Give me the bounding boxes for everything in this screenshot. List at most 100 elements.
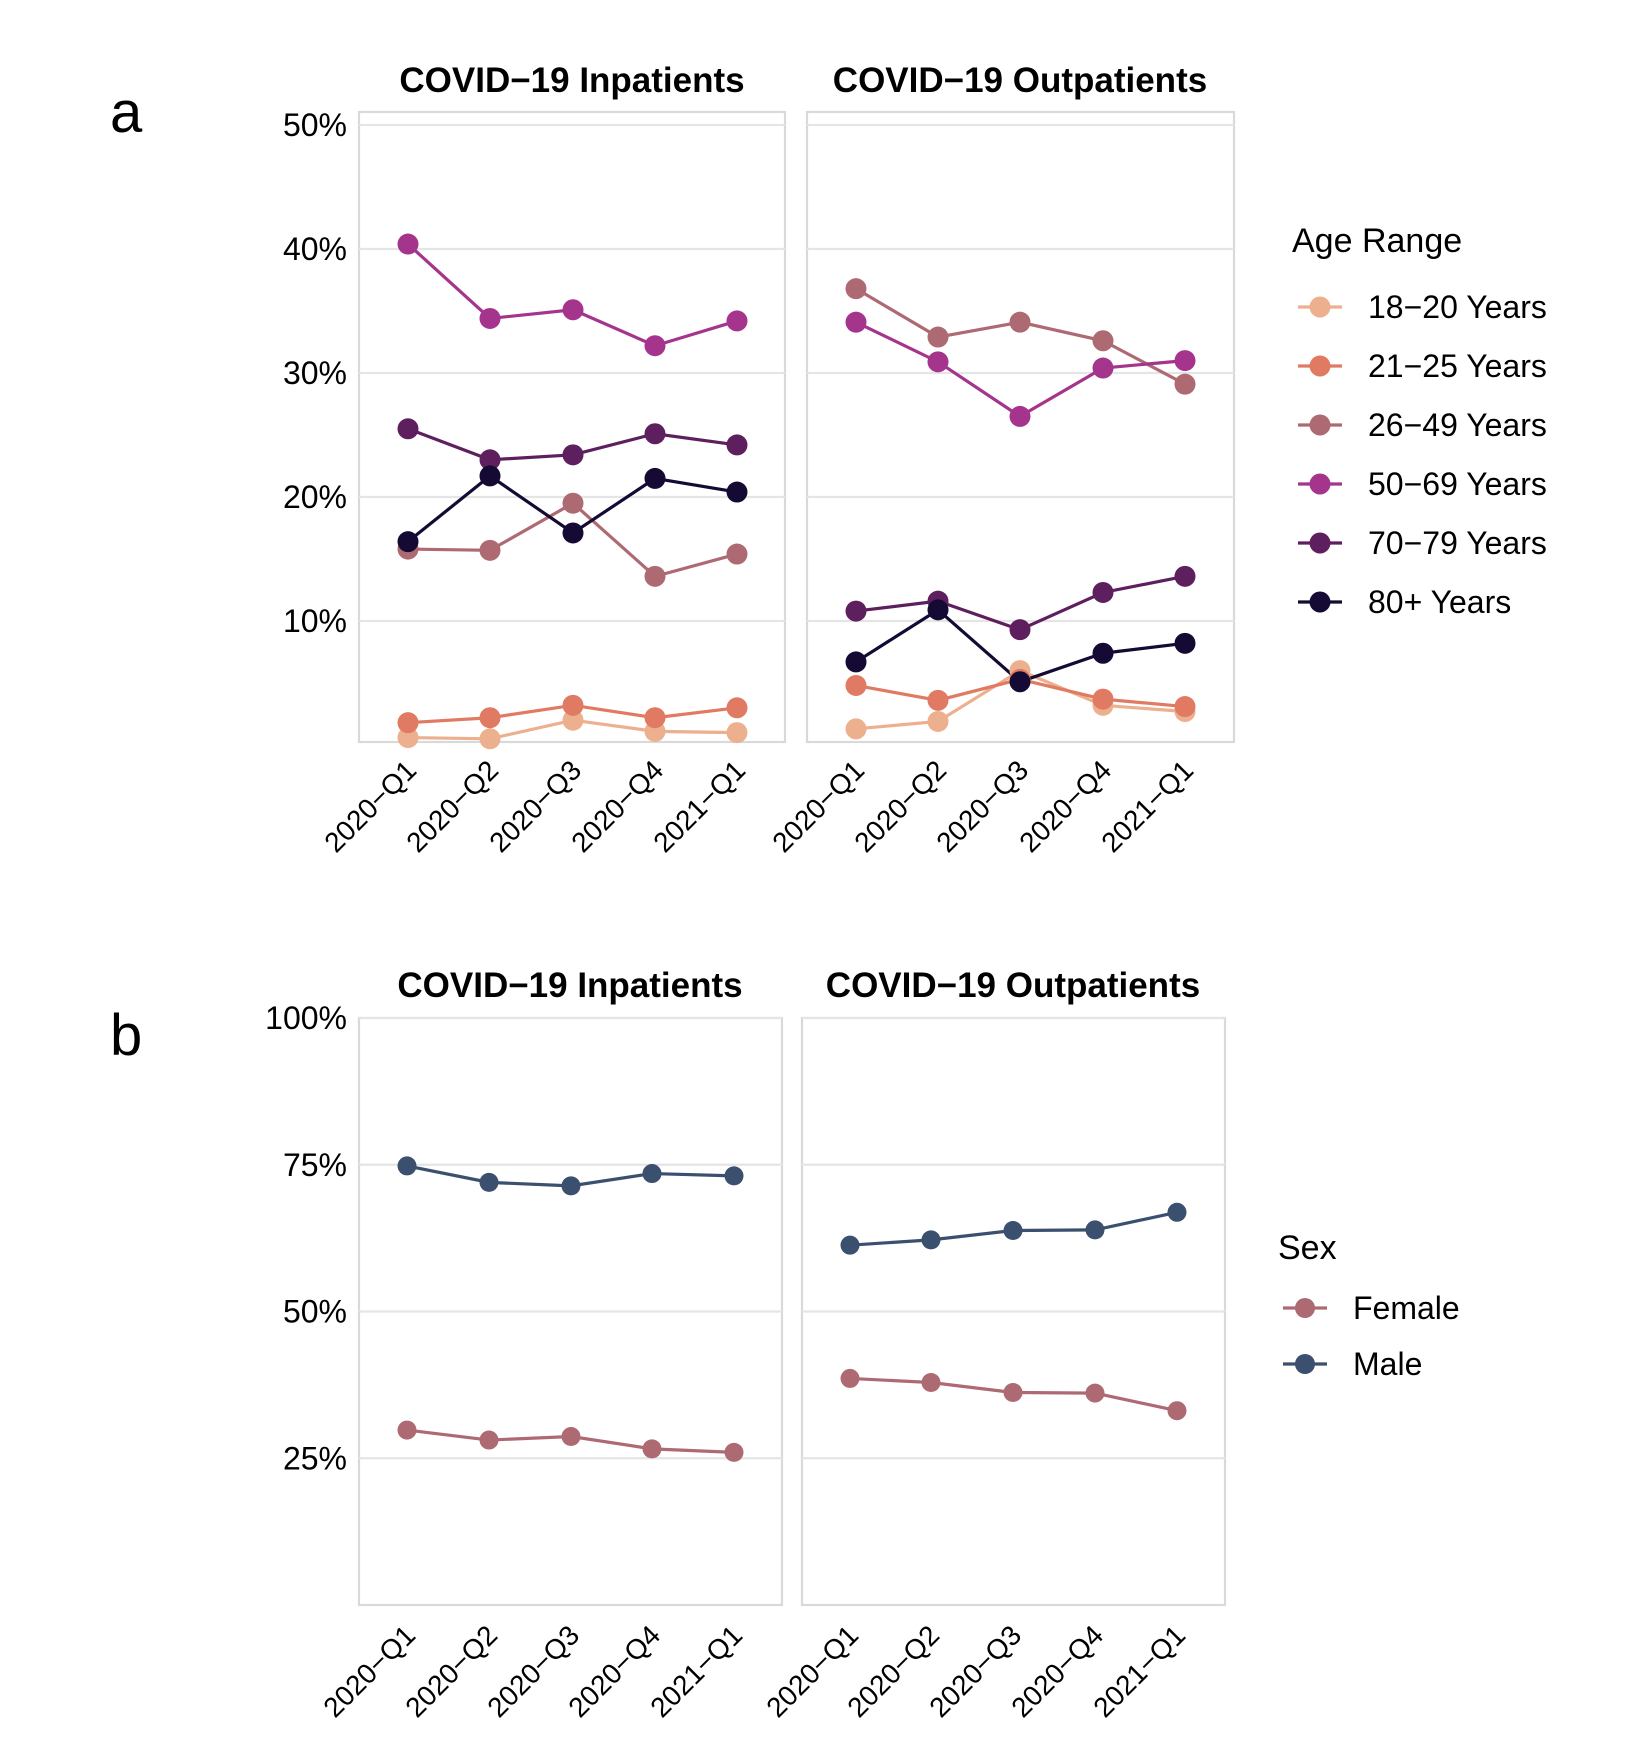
panel-tag: a — [110, 80, 143, 145]
data-point — [726, 434, 748, 456]
data-point — [479, 1430, 499, 1450]
data-point — [1009, 671, 1031, 693]
data-point — [562, 444, 584, 466]
data-point — [644, 707, 666, 729]
data-point — [927, 326, 949, 348]
legend-label: 50−69 Years — [1368, 466, 1547, 502]
data-point — [1092, 330, 1114, 352]
data-point — [726, 697, 748, 719]
data-point — [397, 1420, 417, 1440]
data-point — [1085, 1220, 1105, 1240]
data-point — [1009, 405, 1031, 427]
data-point — [1003, 1383, 1023, 1403]
legend-title: Age Range — [1292, 222, 1462, 260]
facet-title: COVID−19 Inpatients — [397, 966, 742, 1005]
data-point — [1085, 1383, 1105, 1403]
data-point — [726, 481, 748, 503]
facet-panel: COVID−19 Outpatients2020−Q12020−Q22020−Q… — [766, 61, 1236, 858]
facet-title: COVID−19 Outpatients — [826, 966, 1200, 1005]
data-point — [845, 600, 867, 622]
data-point — [644, 335, 666, 357]
legend-key-dot — [1295, 1354, 1315, 1374]
legend-label: 26−49 Years — [1368, 407, 1547, 443]
facet-panel: COVID−19 Inpatients2020−Q12020−Q22020−Q3… — [318, 61, 787, 858]
data-point — [1092, 642, 1114, 664]
data-point — [1167, 1401, 1187, 1421]
legend-key-dot — [1295, 1298, 1315, 1318]
data-point — [397, 233, 419, 255]
data-point — [644, 565, 666, 587]
legend-key-dot — [1309, 355, 1331, 377]
data-point — [562, 709, 584, 731]
legend-key-dot — [1309, 414, 1331, 436]
data-point — [726, 310, 748, 332]
legend-label: 80+ Years — [1368, 584, 1511, 620]
data-point — [479, 465, 501, 487]
data-point — [927, 689, 949, 711]
legend-label: Male — [1353, 1346, 1422, 1382]
data-point — [1009, 311, 1031, 333]
legend: Sex Female Male — [1278, 1229, 1460, 1382]
data-point — [562, 522, 584, 544]
data-point — [927, 710, 949, 732]
data-point — [479, 1172, 499, 1192]
data-point — [845, 674, 867, 696]
data-point — [479, 707, 501, 729]
legend-key-dot — [1309, 532, 1331, 554]
y-tick-label: 40% — [283, 231, 347, 267]
data-point — [840, 1368, 860, 1388]
y-tick-label: 30% — [283, 355, 347, 391]
y-tick-label: 20% — [283, 479, 347, 515]
facet-title: COVID−19 Inpatients — [399, 61, 744, 100]
data-point — [644, 423, 666, 445]
data-point — [845, 311, 867, 333]
data-point — [397, 727, 419, 749]
facet-title: COVID−19 Outpatients — [833, 61, 1207, 100]
data-point — [1167, 1202, 1187, 1222]
data-point — [561, 1427, 581, 1447]
panel-tag: b — [110, 1003, 142, 1068]
data-point — [1174, 373, 1196, 395]
y-tick-label: 10% — [283, 603, 347, 639]
y-tick-label: 25% — [283, 1440, 347, 1476]
data-point — [726, 543, 748, 565]
data-point — [562, 299, 584, 321]
data-point — [1174, 696, 1196, 718]
data-point — [840, 1235, 860, 1255]
data-point — [927, 599, 949, 621]
legend-label: Female — [1353, 1290, 1460, 1326]
y-tick-label: 50% — [283, 1294, 347, 1330]
data-point — [397, 1156, 417, 1176]
data-point — [397, 531, 419, 553]
data-point — [479, 728, 501, 750]
y-tick-label: 75% — [283, 1147, 347, 1183]
data-point — [561, 1176, 581, 1196]
data-point — [642, 1439, 662, 1459]
data-point — [562, 492, 584, 514]
data-point — [845, 278, 867, 300]
data-point — [397, 712, 419, 734]
data-point — [479, 449, 501, 471]
data-point — [397, 418, 419, 440]
data-point — [726, 722, 748, 744]
data-point — [1174, 565, 1196, 587]
data-point — [921, 1373, 941, 1393]
legend-label: 21−25 Years — [1368, 348, 1547, 384]
data-point — [1174, 350, 1196, 372]
y-tick-label: 50% — [283, 107, 347, 143]
data-point — [562, 694, 584, 716]
panel-border — [357, 110, 787, 744]
data-point — [921, 1230, 941, 1250]
data-point — [1092, 688, 1114, 710]
data-point — [479, 539, 501, 561]
data-point — [1092, 357, 1114, 379]
legend: Age Range 18−20 Years 21−25 Years 26−49 Yea… — [1292, 222, 1547, 620]
data-point — [1003, 1220, 1023, 1240]
legend-title: Sex — [1278, 1229, 1337, 1267]
data-point — [845, 651, 867, 673]
legend-key-dot — [1309, 591, 1331, 613]
data-point — [479, 307, 501, 329]
data-point — [845, 718, 867, 740]
legend-key-dot — [1309, 473, 1331, 495]
